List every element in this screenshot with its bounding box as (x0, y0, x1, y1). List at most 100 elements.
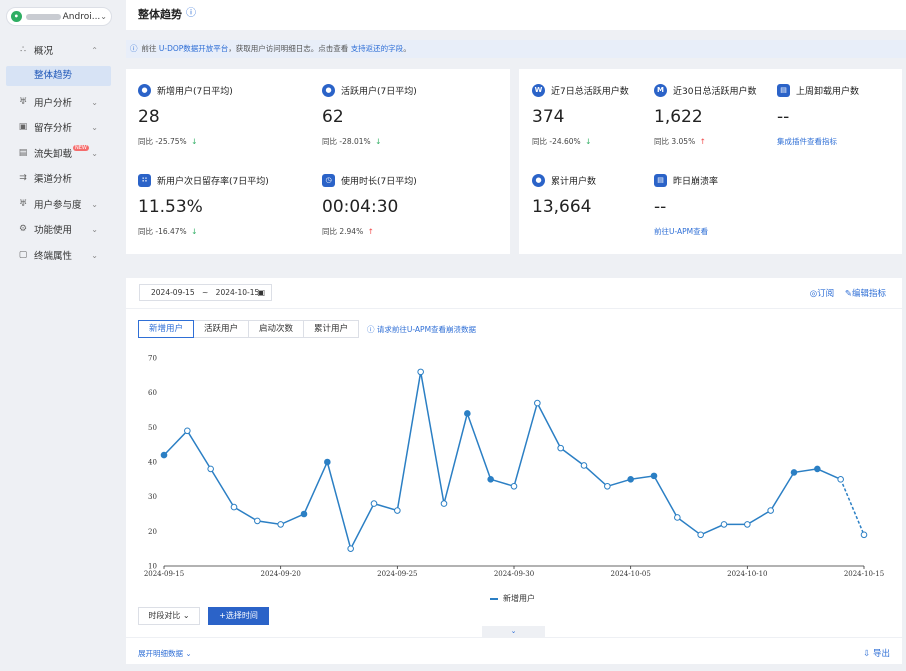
data-point (254, 517, 261, 525)
sidebar-item-label: 终端属性 (34, 251, 73, 262)
data-point (510, 482, 518, 490)
data-point (534, 399, 541, 407)
calendar-icon: ▣ (257, 288, 265, 297)
x-tick-label: 2024-09-30 (494, 570, 534, 578)
metric-crash-rate: ▤ 昨日崩溃率 -- 前往U-APM查看 (654, 174, 718, 237)
data-point (347, 545, 354, 552)
help-icon[interactable]: ⓘ (186, 8, 196, 19)
chevron-up-icon: ⌃ (91, 45, 98, 55)
data-point (324, 458, 331, 466)
x-tick-label: 2024-10-10 (727, 570, 767, 578)
panel-footer: 展开明细数据 ⌄ ⇩ 导出 (126, 637, 902, 664)
tab-active-users[interactable]: 活跃用户 (194, 320, 250, 338)
y-tick-label: 70 (148, 355, 157, 363)
clock-icon: ◷ (322, 174, 335, 187)
sidebar-item-label: 留存分析 (34, 123, 73, 134)
metric-active-7d: W 近7日总活跃用户数 374 同比 -24.60% ↓ (532, 84, 629, 147)
data-point (370, 500, 378, 507)
chevron-down-icon: ⌄ (91, 224, 98, 234)
data-point (207, 465, 214, 473)
metric-value: 1,622 (654, 107, 703, 127)
metric-total-users: ● 累计用户数 13,664 (532, 174, 596, 217)
metric-compare: 同比 2.94% ↑ (322, 227, 374, 236)
data-point (464, 410, 471, 417)
sidebar-item-label: 用户参与度 (34, 200, 82, 211)
document-icon: ▤ (777, 84, 790, 97)
arrow-down-icon: ↓ (191, 227, 198, 236)
data-point (580, 462, 588, 469)
uapm-crash-link[interactable]: ⓘ 请求前往U-APM查看崩溃数据 (367, 325, 477, 334)
sidebar-item-overview[interactable]: ∴ 概况 ⌃ (0, 40, 118, 60)
metric-compare: 同比 -24.60% ↓ (532, 137, 592, 146)
metric-label: 使用时长(7日平均) (341, 177, 417, 187)
metric-compare: 同比 -28.01% ↓ (322, 137, 382, 146)
x-tick-label: 2024-09-20 (260, 570, 300, 578)
users-icon: ● (532, 174, 545, 187)
sidebar-item-user-analysis[interactable]: ♅ 用户分析 ⌄ (0, 92, 118, 112)
data-point (487, 476, 494, 483)
expand-details-link[interactable]: 展开明细数据 ⌄ (138, 649, 192, 658)
y-tick-label: 20 (148, 528, 157, 536)
metric-value: 13,664 (532, 197, 592, 217)
chart-legend[interactable]: 新增用户 (490, 593, 535, 604)
metric-compare: 同比 -25.75% ↓ (138, 137, 198, 146)
x-tick-label: 2024-09-15 (144, 570, 184, 578)
y-tick-label: 60 (148, 389, 157, 397)
y-tick-label: 50 (148, 424, 157, 432)
feature-icon: ⚙ (18, 224, 28, 234)
x-tick-label: 2024-10-15 (844, 570, 884, 578)
metric-label: 近7日总活跃用户数 (551, 87, 629, 97)
metric-new-users: ● 新增用户(7日平均) 28 同比 -25.75% ↓ (138, 84, 233, 147)
retention-icon: ▣ (18, 122, 28, 132)
edit-metrics-link[interactable]: ✎编辑指标 (844, 289, 886, 299)
series-line-forecast (840, 479, 865, 536)
trend-toolbar: 2024-09-15 ~ 2024-10-15 ▣ ◎订阅 ✎编辑指标 (126, 278, 902, 309)
app-selector[interactable]: • Androi... ⌄ (6, 7, 112, 26)
tab-total-users[interactable]: 累计用户 (304, 320, 360, 338)
date-separator: ~ (201, 288, 209, 297)
metric-label: 新用户次日留存率(7日平均) (157, 177, 269, 187)
sidebar-item-feature-usage[interactable]: ⚙ 功能使用 ⌄ (0, 219, 118, 239)
sidebar-item-overall-trend[interactable]: 整体趋势 (6, 66, 111, 86)
user-icon: ● (138, 84, 151, 97)
chevron-down-icon: ⌄ (100, 12, 107, 21)
period-compare-button[interactable]: 时段对比 ⌄ (138, 607, 200, 625)
chevron-down-icon: ⌄ (91, 250, 98, 260)
select-time-button[interactable]: +选择时间 (208, 607, 269, 625)
metric-value: 374 (532, 107, 565, 127)
data-point (674, 514, 681, 521)
data-point (300, 510, 308, 518)
arrow-down-icon: ↓ (191, 137, 198, 146)
notice-bar: ⓘ 前往 U-DOP数据开放平台，获取用户访问明细日志。点击查看 支持返还的字段。 (126, 40, 906, 58)
subscribe-link[interactable]: ◎订阅 (809, 289, 835, 299)
data-point (440, 500, 448, 507)
tab-launches[interactable]: 启动次数 (249, 320, 305, 338)
sidebar-item-device[interactable]: ▢ 终端属性 ⌄ (0, 245, 118, 265)
metric-next-day-retention: ∷ 新用户次日留存率(7日平均) 11.53% 同比 -16.47% ↓ (138, 174, 269, 237)
metric-value: 11.53% (138, 197, 203, 217)
week-icon: W (532, 84, 545, 97)
sidebar: • Androi... ⌄ ∴ 概况 ⌃ 整体趋势 ♅ 用户分析 ⌄ ▣ 留存分… (0, 0, 118, 671)
tab-new-users[interactable]: 新增用户 (138, 320, 195, 338)
arrow-down-icon: ↓ (585, 137, 592, 146)
data-point (837, 476, 844, 483)
fields-link[interactable]: 支持返还的字段 (350, 44, 404, 53)
uapm-link[interactable]: 前往U-APM查看 (654, 227, 709, 236)
y-tick-label: 10 (148, 563, 157, 571)
sidebar-item-engagement[interactable]: ♅ 用户参与度 ⌄ (0, 194, 118, 214)
info-icon: ⓘ (130, 44, 138, 53)
sidebar-item-retention[interactable]: ▣ 留存分析 ⌄ (0, 117, 118, 137)
plugin-metrics-link[interactable]: 集成插件查看指标 (777, 137, 837, 146)
export-link[interactable]: ⇩ 导出 (863, 649, 890, 659)
udop-link[interactable]: U-DOP数据开放平台 (158, 44, 229, 53)
collapse-toggle[interactable]: ⌄ (482, 626, 545, 637)
sidebar-item-label: 流失卸载 (34, 149, 73, 160)
metric-value: -- (654, 197, 667, 217)
sidebar-item-channel[interactable]: ⇉ 渠道分析 (0, 168, 118, 188)
crash-icon: ▤ (654, 174, 667, 187)
date-range-picker[interactable]: 2024-09-15 ~ 2024-10-15 ▣ (139, 284, 272, 301)
data-point (814, 465, 821, 473)
data-point (160, 451, 168, 459)
y-tick-label: 40 (148, 459, 157, 467)
sidebar-item-churn[interactable]: ▤ 流失卸载 NEW ⌄ (0, 143, 118, 163)
